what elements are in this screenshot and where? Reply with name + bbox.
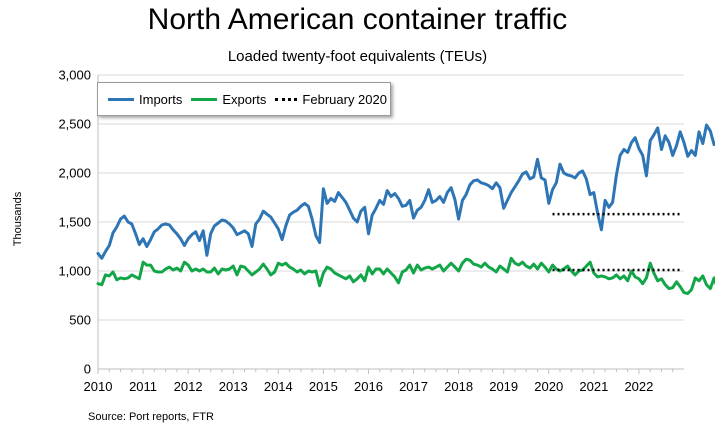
legend-swatch-february-2020	[275, 97, 298, 101]
legend-label-exports: Exports	[222, 91, 267, 107]
chart-subtitle: Loaded twenty-foot equivalents (TEUs)	[227, 48, 488, 65]
legend-label-february-2020: February 2020	[302, 91, 387, 107]
legend-item-february-2020: February 2020	[275, 92, 387, 107]
y-tick-label: 1,500	[58, 215, 91, 230]
series-line-exports	[96, 256, 715, 295]
axes	[97, 75, 684, 374]
x-tick-label: 2019	[489, 379, 518, 394]
x-tick-label: 2020	[534, 379, 563, 394]
legend-swatch-exports	[191, 97, 218, 101]
x-tick-label: 2021	[579, 379, 608, 394]
y-tick-label: 3,000	[58, 68, 91, 83]
legend-item-imports: Imports	[108, 92, 182, 107]
x-tick-labels: 2010 2011 2012 2013 2014 2015 2016 2017 2018 2019…	[84, 379, 654, 394]
series-line-imports	[96, 123, 715, 260]
legend-swatch-imports	[108, 97, 134, 101]
x-tick-label: 2011	[129, 379, 157, 394]
y-tick-label: 2,000	[58, 166, 91, 181]
x-tick-label: 2013	[219, 379, 248, 394]
x-tick-label: 2022	[624, 379, 653, 394]
legend-item-exports: Exports	[191, 92, 266, 107]
chart-title: North American container traffic	[147, 3, 568, 36]
x-tick-label: 2018	[444, 379, 473, 394]
chart-legend: Imports Exports February 2020	[97, 82, 391, 116]
y-tick-label: 0	[84, 362, 91, 377]
x-tick-label: 2017	[399, 379, 428, 394]
series-lines	[96, 123, 715, 295]
y-tick-label: 500	[69, 313, 91, 328]
legend-label-imports: Imports	[139, 91, 183, 107]
chart-source: Source: Port reports, FTR	[88, 411, 214, 423]
x-tick-label: 2016	[354, 379, 383, 394]
x-tick-label: 2012	[174, 379, 203, 394]
y-tick-label: 2,500	[58, 117, 91, 132]
y-tick-labels: 0 500 1,000 1,500 2,000 2,500 3,000	[58, 68, 91, 377]
x-tick-label: 2010	[84, 379, 113, 394]
y-tick-label: 1,000	[58, 264, 91, 279]
x-tick-label: 2015	[309, 379, 338, 394]
x-tick-label: 2014	[264, 379, 293, 394]
